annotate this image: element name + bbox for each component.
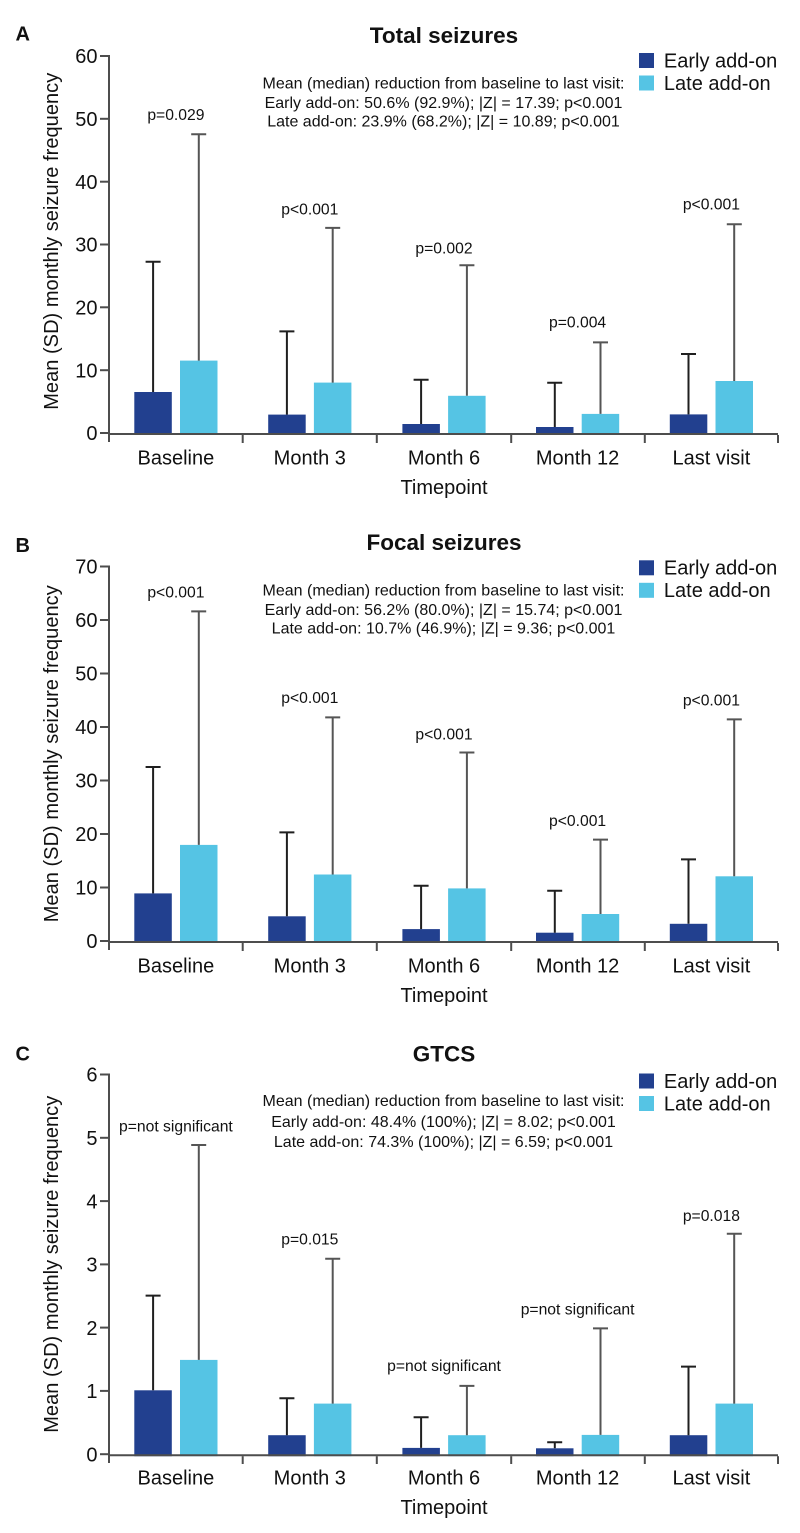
svg-text:Focal seizures: Focal seizures: [366, 530, 521, 555]
svg-text:Timepoint: Timepoint: [400, 985, 488, 1007]
svg-text:Total seizures: Total seizures: [370, 23, 518, 48]
svg-text:p<0.001: p<0.001: [147, 585, 204, 602]
svg-text:1: 1: [86, 1381, 97, 1403]
svg-text:Month 12: Month 12: [536, 955, 619, 977]
svg-text:Mean (median) reduction from b: Mean (median) reduction from baseline to…: [263, 1093, 625, 1110]
svg-text:Month 3: Month 3: [274, 447, 346, 469]
svg-text:Last visit: Last visit: [672, 447, 750, 469]
svg-text:p=not significant: p=not significant: [521, 1301, 635, 1318]
svg-text:60: 60: [75, 46, 97, 68]
svg-text:GTCS: GTCS: [413, 1042, 476, 1067]
svg-text:p<0.001: p<0.001: [415, 726, 472, 743]
svg-text:60: 60: [75, 610, 97, 632]
svg-text:p<0.001: p<0.001: [281, 690, 338, 707]
svg-text:Mean (SD) monthly seizure freq: Mean (SD) monthly seizure frequency: [41, 1096, 63, 1433]
svg-text:70: 70: [75, 557, 97, 579]
svg-text:Month 3: Month 3: [274, 1467, 346, 1489]
svg-text:4: 4: [86, 1191, 97, 1213]
svg-text:p=not significant: p=not significant: [119, 1118, 233, 1135]
svg-text:2: 2: [86, 1318, 97, 1340]
svg-text:p=0.015: p=0.015: [281, 1231, 338, 1248]
svg-text:Mean (median) reduction from b: Mean (median) reduction from baseline to…: [263, 75, 625, 92]
svg-text:Early add-on: 56.2% (80.0%); |: Early add-on: 56.2% (80.0%); |Z| = 15.74…: [265, 602, 623, 619]
svg-text:Early add-on: 50.6% (92.9%); |: Early add-on: 50.6% (92.9%); |Z| = 17.39…: [265, 95, 623, 112]
svg-text:Mean (SD) monthly seizure freq: Mean (SD) monthly seizure frequency: [41, 73, 63, 410]
svg-text:5: 5: [86, 1128, 97, 1150]
svg-text:Month 12: Month 12: [536, 1467, 619, 1489]
svg-text:Last visit: Last visit: [672, 1467, 750, 1489]
svg-text:Late add-on: Late add-on: [664, 1093, 771, 1115]
svg-text:Month 3: Month 3: [274, 955, 346, 977]
svg-text:Month 6: Month 6: [408, 447, 480, 469]
svg-text:A: A: [16, 24, 30, 46]
svg-text:Timepoint: Timepoint: [400, 477, 488, 499]
svg-text:Late add-on: 10.7% (46.9%); |Z: Late add-on: 10.7% (46.9%); |Z| = 9.36; …: [272, 620, 616, 637]
svg-text:Timepoint: Timepoint: [400, 1497, 488, 1519]
svg-text:20: 20: [75, 298, 97, 320]
svg-text:C: C: [16, 1044, 30, 1066]
svg-text:p<0.001: p<0.001: [549, 813, 606, 830]
svg-text:Month 6: Month 6: [408, 1467, 480, 1489]
svg-text:Baseline: Baseline: [138, 447, 215, 469]
svg-text:40: 40: [75, 172, 97, 194]
svg-text:Late add-on: 74.3% (100%); |Z|: Late add-on: 74.3% (100%); |Z| = 6.59; p…: [274, 1134, 613, 1151]
svg-text:p=0.004: p=0.004: [549, 315, 606, 332]
svg-text:10: 10: [75, 360, 97, 382]
svg-text:p<0.001: p<0.001: [683, 197, 740, 214]
svg-text:Baseline: Baseline: [138, 955, 215, 977]
svg-text:Late add-on: Late add-on: [664, 580, 771, 602]
svg-text:0: 0: [86, 1444, 97, 1466]
svg-text:Mean (median) reduction from b: Mean (median) reduction from baseline to…: [263, 582, 625, 599]
svg-text:B: B: [16, 535, 30, 557]
svg-text:0: 0: [86, 423, 97, 445]
svg-text:Late add-on: Late add-on: [664, 73, 771, 95]
svg-text:Last visit: Last visit: [672, 955, 750, 977]
svg-text:Month 6: Month 6: [408, 955, 480, 977]
svg-text:p=0.018: p=0.018: [683, 1208, 740, 1225]
svg-text:10: 10: [75, 878, 97, 900]
svg-text:Month 12: Month 12: [536, 447, 619, 469]
svg-text:Early add-on: 48.4% (100%); |Z: Early add-on: 48.4% (100%); |Z| = 8.02; …: [271, 1114, 616, 1131]
svg-text:50: 50: [75, 664, 97, 686]
svg-text:50: 50: [75, 109, 97, 131]
svg-text:40: 40: [75, 717, 97, 739]
svg-text:6: 6: [86, 1065, 97, 1087]
svg-text:30: 30: [75, 771, 97, 793]
svg-text:Early add-on: Early add-on: [664, 50, 777, 72]
svg-text:3: 3: [86, 1255, 97, 1277]
svg-text:Late add-on: 23.9% (68.2%); |Z: Late add-on: 23.9% (68.2%); |Z| = 10.89;…: [267, 113, 620, 130]
svg-text:20: 20: [75, 824, 97, 846]
svg-text:p<0.001: p<0.001: [683, 693, 740, 710]
svg-text:Early add-on: Early add-on: [664, 558, 777, 580]
svg-text:p=not significant: p=not significant: [387, 1358, 501, 1375]
svg-text:30: 30: [75, 235, 97, 257]
svg-text:p=0.002: p=0.002: [415, 240, 472, 257]
svg-text:0: 0: [86, 931, 97, 953]
svg-text:Mean (SD) monthly seizure freq: Mean (SD) monthly seizure frequency: [41, 585, 63, 922]
svg-text:Baseline: Baseline: [138, 1467, 215, 1489]
svg-text:Early add-on: Early add-on: [664, 1071, 777, 1093]
svg-text:p=0.029: p=0.029: [147, 107, 204, 124]
svg-text:p<0.001: p<0.001: [281, 201, 338, 218]
